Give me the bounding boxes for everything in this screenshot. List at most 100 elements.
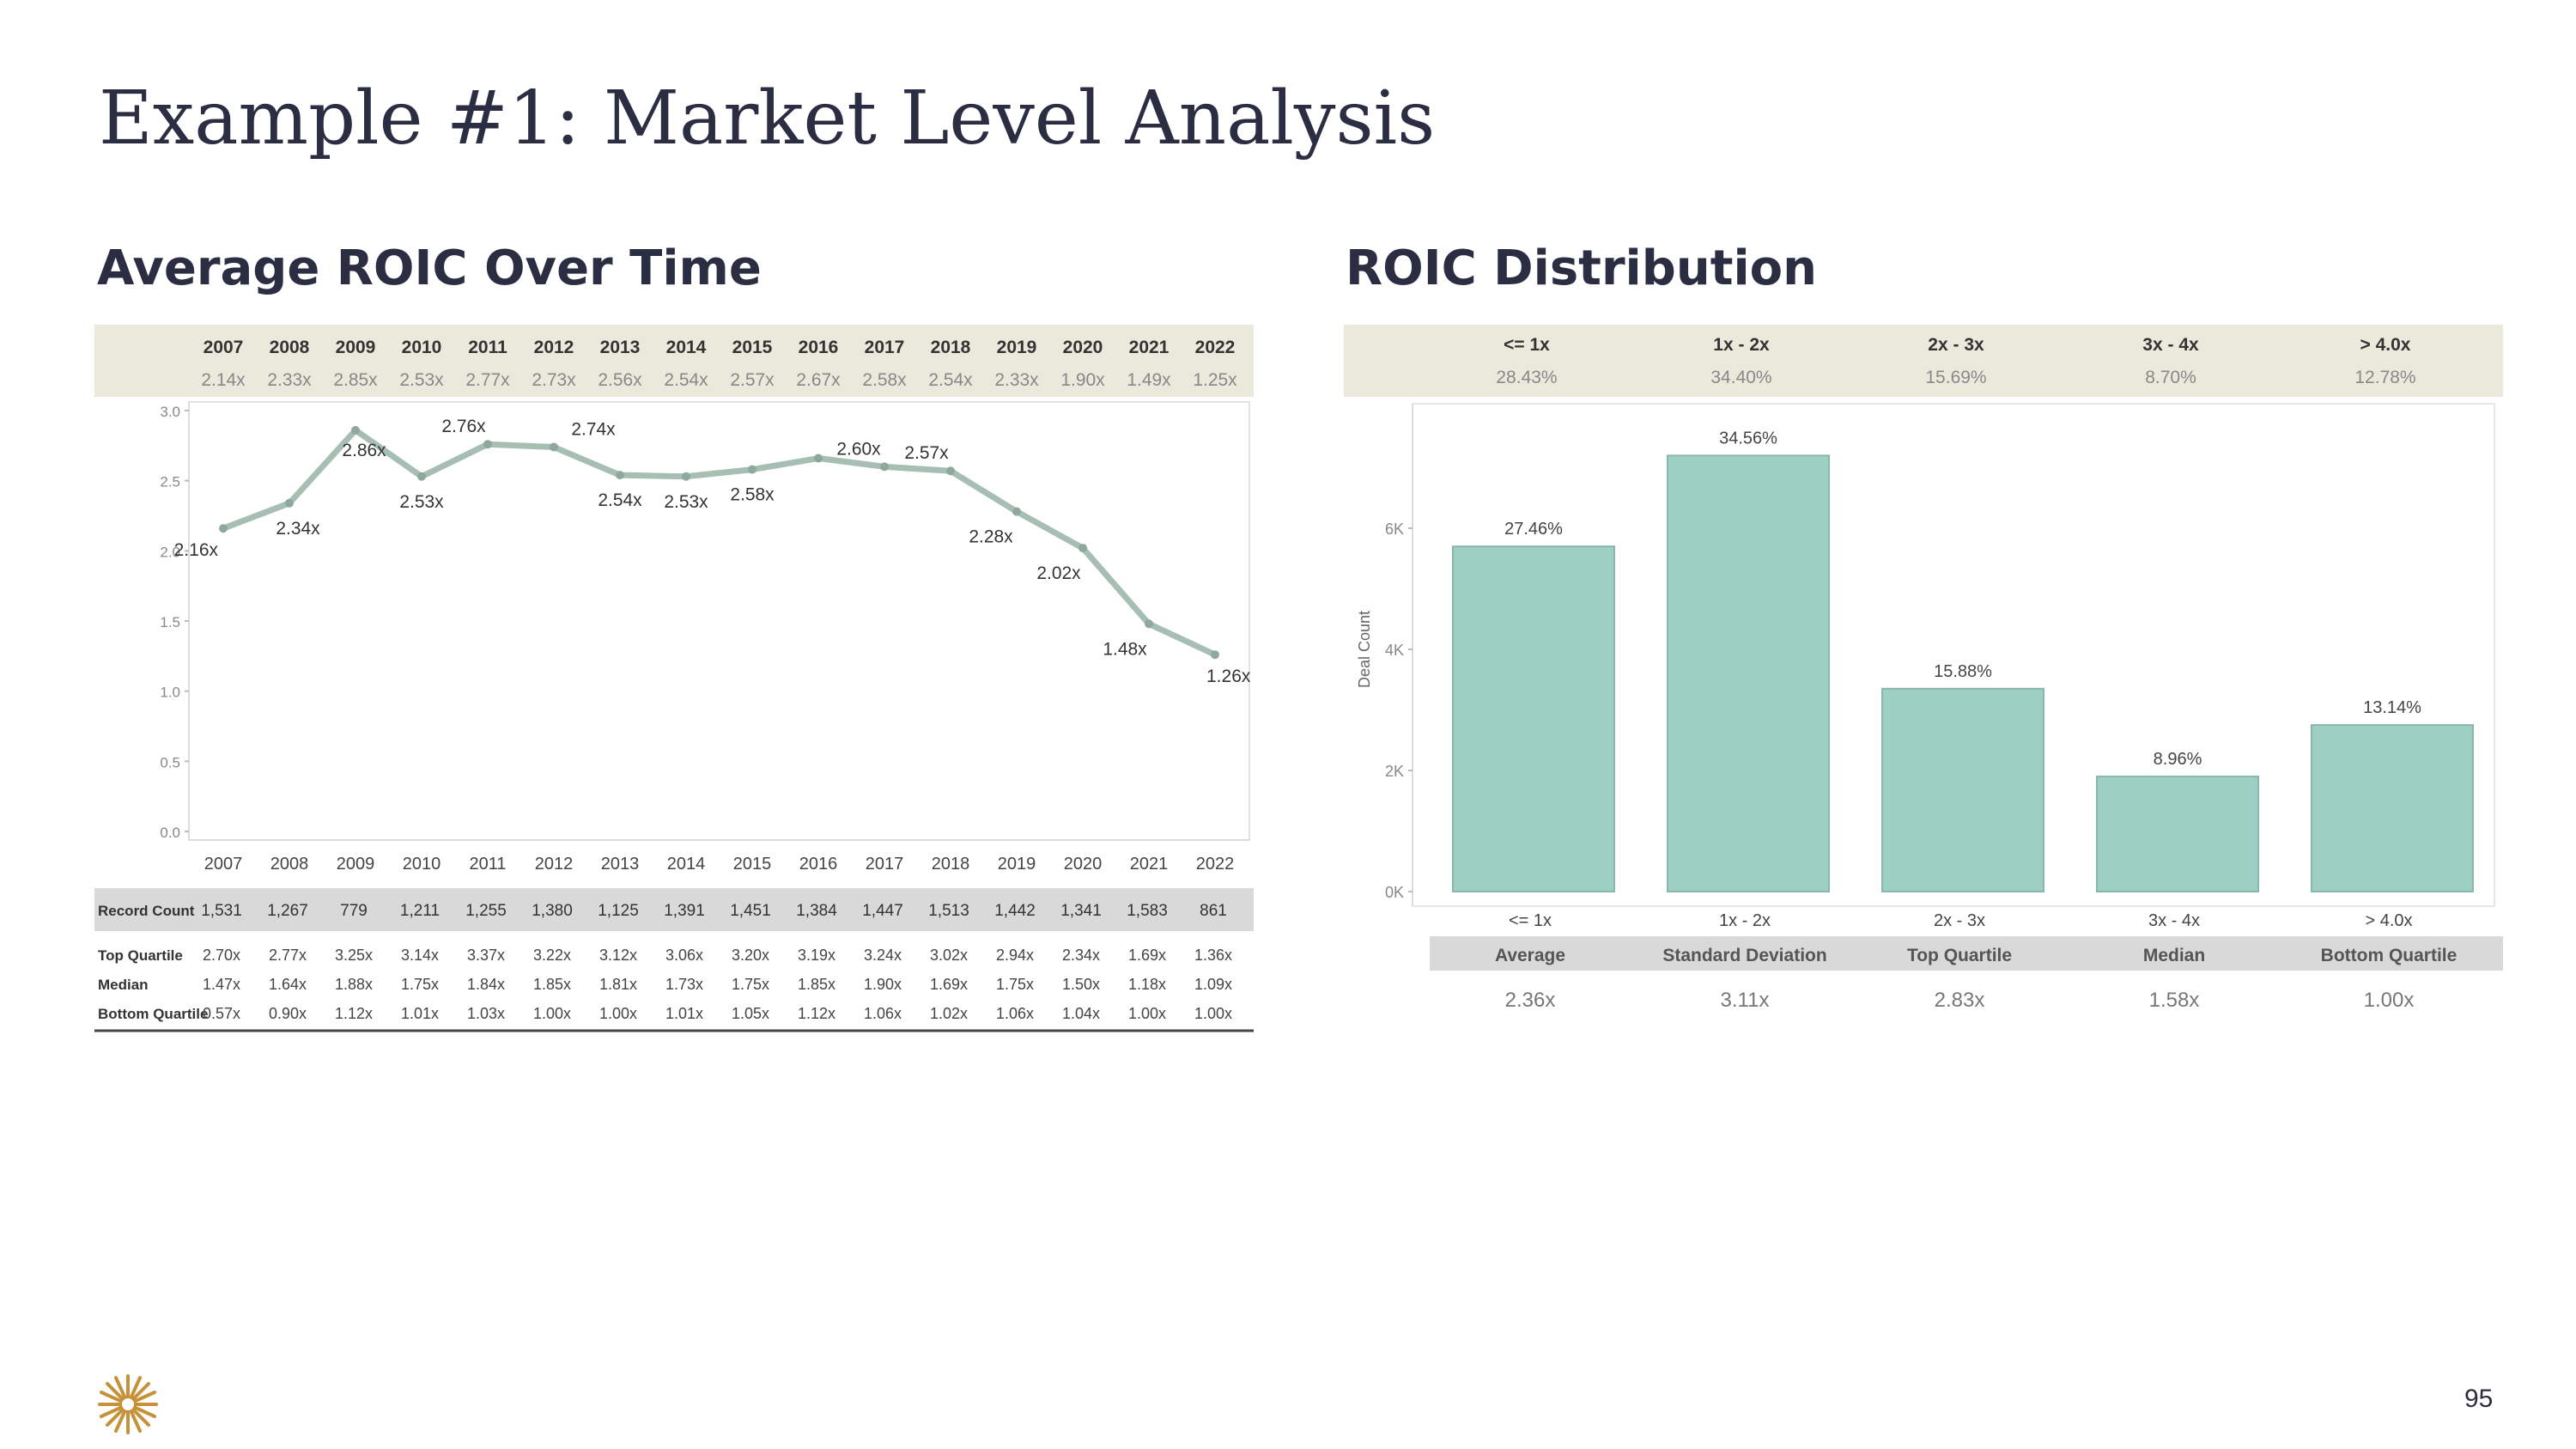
- x-tick-label: 2012: [535, 855, 574, 874]
- data-label: 2.76x: [441, 417, 486, 436]
- x-tick-label: 2x - 3x: [1934, 911, 1985, 930]
- data-label: 27.46%: [1504, 520, 1563, 539]
- record-count-value: 1,267: [267, 902, 308, 920]
- data-point: [351, 425, 360, 435]
- header-roic-value: 2.58x: [862, 370, 907, 390]
- stats-cell: 3.14x: [401, 947, 439, 964]
- record-count-value: 1,391: [664, 902, 705, 920]
- stats-cell: 1.12x: [798, 1005, 835, 1022]
- record-count-value: 779: [340, 902, 368, 920]
- data-point: [616, 471, 624, 480]
- stats-cell: 1.06x: [996, 1005, 1034, 1022]
- stats-cell: 2.77x: [269, 947, 307, 964]
- header-roic-value: 2.67x: [796, 370, 841, 390]
- data-point: [1012, 507, 1021, 516]
- header-year: 2019: [997, 338, 1037, 357]
- data-label: 2.86x: [342, 441, 386, 460]
- stats-cell: 1.01x: [401, 1005, 439, 1022]
- data-label: 2.57x: [904, 443, 949, 463]
- record-count-value: 1,442: [994, 902, 1036, 920]
- stats-cell: 1.00x: [1194, 1005, 1232, 1022]
- header-year: 2012: [534, 338, 574, 357]
- stats-cell: 3.19x: [798, 947, 835, 964]
- header-roic-value: 1.49x: [1127, 370, 1171, 390]
- stats-cell: 1.85x: [533, 976, 571, 993]
- stats-cell: 1.06x: [864, 1005, 902, 1022]
- stat-label: Average: [1495, 946, 1565, 965]
- stats-cell: 1.75x: [401, 976, 439, 993]
- y-tick-label: 2.0: [160, 544, 180, 560]
- header-percent: 34.40%: [1710, 368, 1771, 387]
- header-roic-value: 1.25x: [1193, 370, 1237, 390]
- stats-cell: 3.12x: [599, 947, 637, 964]
- company-logo-icon: [98, 1374, 158, 1434]
- stats-cell: 3.02x: [930, 947, 968, 964]
- header-year: 2020: [1063, 338, 1103, 357]
- data-point: [483, 440, 492, 449]
- data-point: [550, 442, 558, 452]
- bar: [2096, 776, 2259, 892]
- header-year: 2009: [336, 338, 376, 357]
- y-tick-label: 0.0: [160, 825, 180, 841]
- stats-cell: 1.50x: [1062, 976, 1100, 993]
- header-roic-value: 2.14x: [201, 370, 246, 390]
- stats-cell: 1.04x: [1062, 1005, 1100, 1022]
- stats-cell: 1.09x: [1194, 976, 1232, 993]
- record-count-value: 1,341: [1060, 902, 1102, 920]
- stat-label: Standard Deviation: [1662, 946, 1826, 965]
- header-roic-value: 2.56x: [598, 370, 642, 390]
- series-line: [222, 427, 1217, 658]
- stat-value: 2.36x: [1505, 989, 1556, 1012]
- data-label: 1.26x: [1206, 667, 1251, 686]
- y-tick-label: 1.5: [160, 614, 180, 630]
- data-point: [1078, 544, 1087, 553]
- header-roic-value: 2.57x: [730, 370, 775, 390]
- header-year: 2014: [666, 338, 707, 357]
- page-number: 95: [2464, 1385, 2494, 1413]
- stats-cell: 1.75x: [732, 976, 769, 993]
- stats-cell: 3.22x: [533, 947, 571, 964]
- header-roic-value: 2.85x: [333, 370, 378, 390]
- header-year: 2007: [204, 338, 244, 357]
- x-tick-label: 2020: [1064, 855, 1103, 874]
- stats-cell: 1.36x: [1194, 947, 1232, 964]
- header-roic-value: 2.54x: [928, 370, 973, 390]
- stat-label: Median: [2143, 946, 2205, 965]
- x-tick-label: <= 1x: [1509, 911, 1552, 930]
- stats-cell: 1.03x: [467, 1005, 505, 1022]
- header-roic-value: 2.33x: [994, 370, 1039, 390]
- y-tick-label: 2.5: [160, 474, 180, 490]
- stats-band: [1430, 936, 2503, 971]
- stats-cell: 3.06x: [665, 947, 703, 964]
- x-tick-label: 2018: [932, 855, 970, 874]
- record-count-value: 1,447: [862, 902, 903, 920]
- data-point: [219, 524, 228, 533]
- data-label: 2.53x: [399, 492, 444, 512]
- y-tick-label: 2K: [1385, 763, 1404, 780]
- x-tick-label: 2010: [403, 855, 441, 874]
- y-tick-label: 3.0: [160, 404, 180, 420]
- stats-cell: 1.90x: [864, 976, 902, 993]
- stats-cell: 3.24x: [864, 947, 902, 964]
- stats-cell: 1.85x: [798, 976, 835, 993]
- x-tick-label: 2007: [204, 855, 243, 874]
- stats-row-label: Top Quartile: [98, 947, 183, 964]
- stats-cell: 1.47x: [203, 976, 240, 993]
- data-label: 13.14%: [2363, 698, 2421, 717]
- header-year: 2015: [732, 338, 773, 357]
- record-count-value: 1,255: [465, 902, 507, 920]
- data-label: 2.02x: [1036, 563, 1081, 583]
- stats-cell: 1.75x: [996, 976, 1034, 993]
- header-roic-value: 2.77x: [465, 370, 510, 390]
- record-count-value: 1,380: [532, 902, 573, 920]
- data-label: 2.16x: [174, 540, 219, 560]
- data-label: 2.74x: [571, 419, 616, 439]
- record-count-band: [94, 888, 1254, 931]
- y-tick-label: 1.0: [160, 685, 180, 701]
- x-tick-label: 2013: [601, 855, 640, 874]
- stats-cell: 1.81x: [599, 976, 637, 993]
- x-tick-label: 3x - 4x: [2148, 911, 2200, 930]
- data-point: [682, 472, 690, 481]
- stats-cell: 1.88x: [335, 976, 373, 993]
- header-percent: 12.78%: [2354, 368, 2415, 387]
